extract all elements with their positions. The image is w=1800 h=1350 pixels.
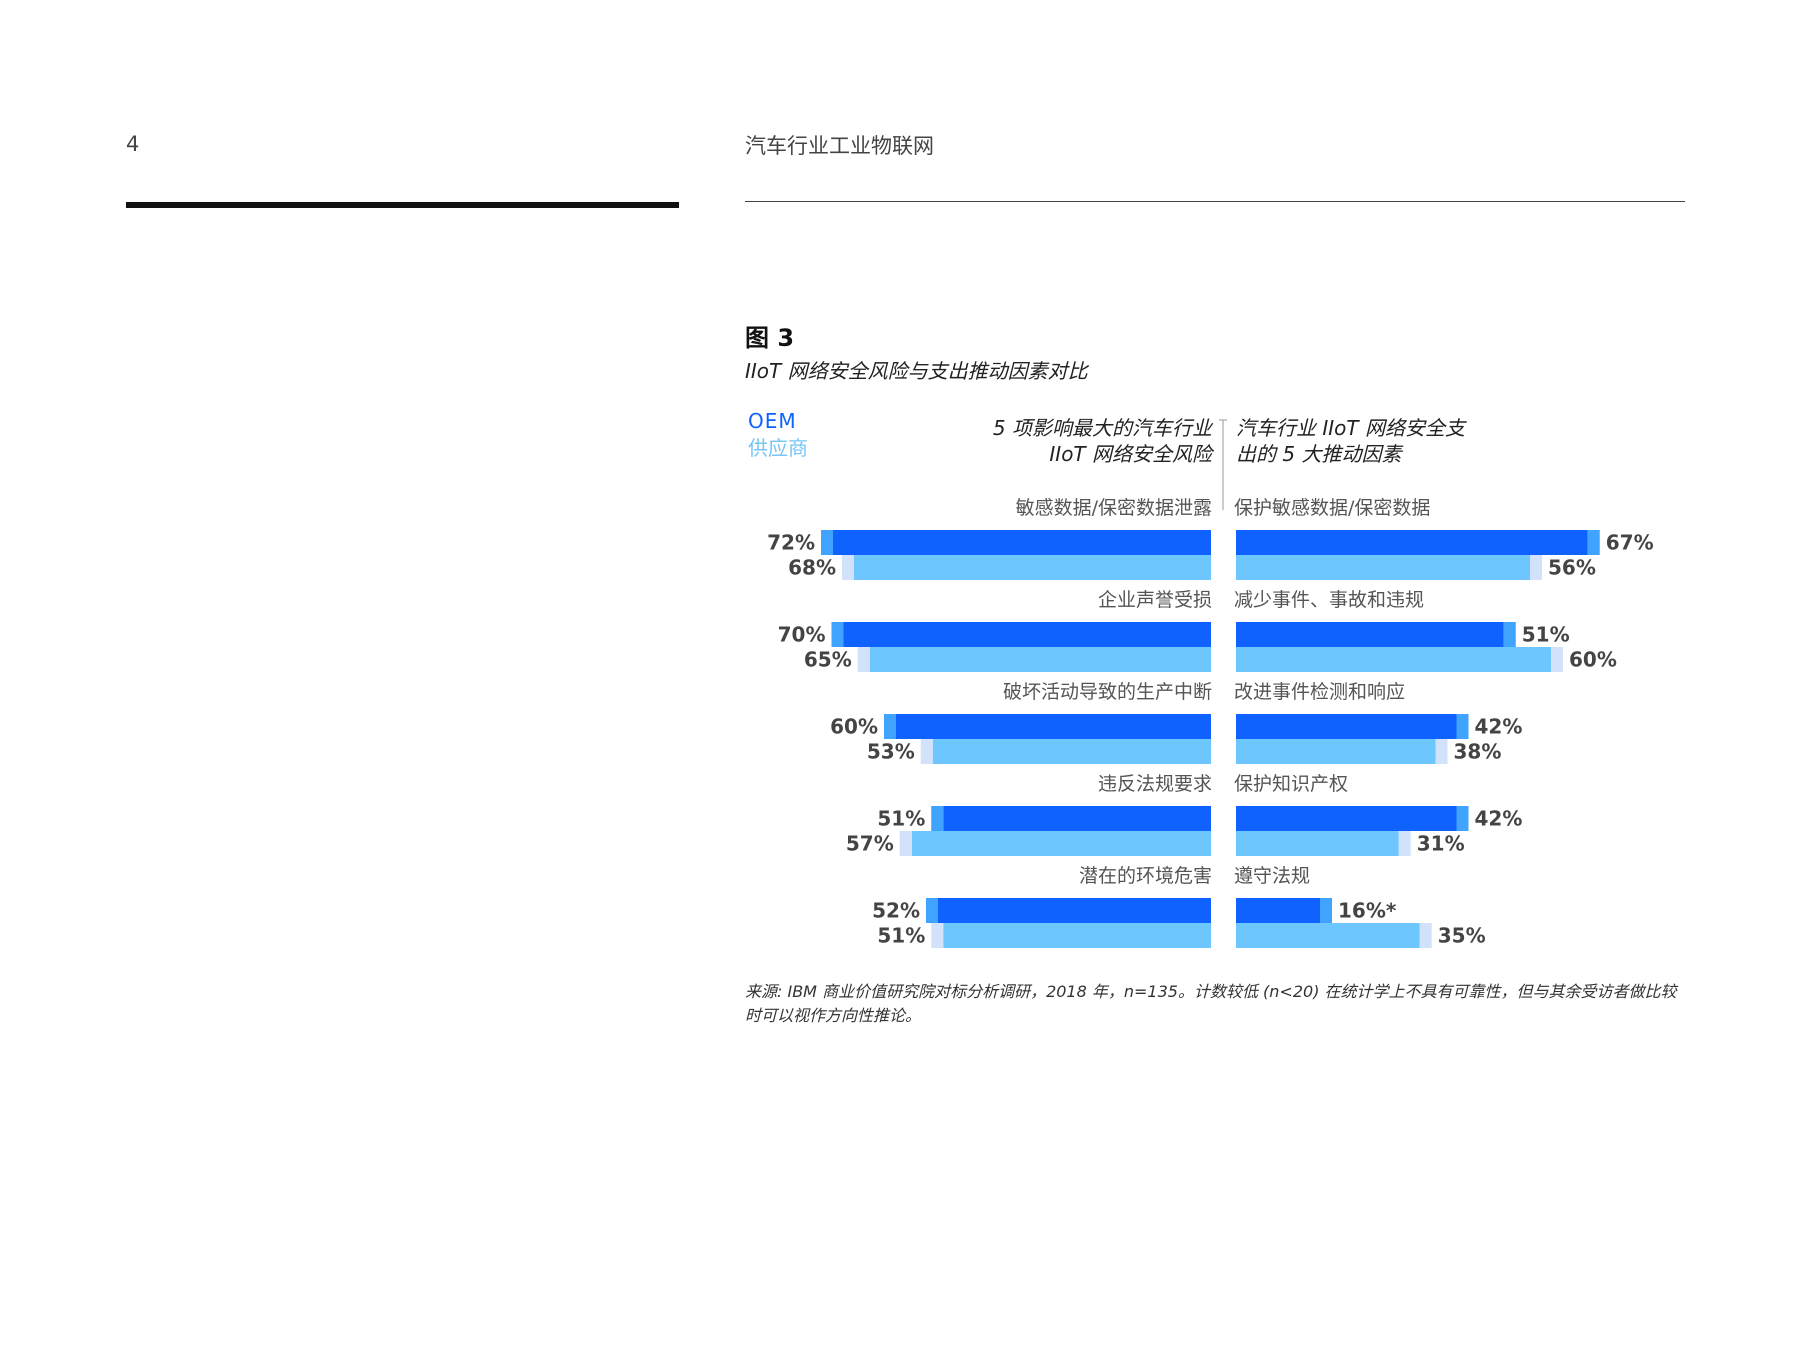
left-value-label: 68% xyxy=(788,556,836,580)
left-value-label: 51% xyxy=(877,924,925,948)
left-bar-supplier xyxy=(869,647,1211,672)
right-bar-oem xyxy=(1236,806,1457,831)
right-bar-tip-oem xyxy=(1456,714,1469,739)
right-value-label: 38% xyxy=(1454,740,1502,764)
left-value-label: 57% xyxy=(846,832,894,856)
right-bar-supplier xyxy=(1236,739,1436,764)
diverging-bar-chart: OEM 供应商 5 项影响最大的汽车行业 IIoT 网络安全风险 汽车行业 II… xyxy=(748,409,1654,948)
left-bar-tip-supplier xyxy=(899,831,912,856)
left-bar-tip-oem xyxy=(926,898,938,923)
legend-oem: OEM xyxy=(748,409,797,433)
left-value-label: 72% xyxy=(767,531,815,555)
right-bar-supplier xyxy=(1236,555,1530,580)
figure-title: IIoT 网络安全风险与支出推动因素对比 xyxy=(745,359,1088,383)
left-bar-tip-supplier xyxy=(857,647,870,672)
left-category-label: 潜在的环境危害 xyxy=(1079,865,1212,887)
right-value-label: 16%* xyxy=(1338,899,1397,923)
right-bar-oem xyxy=(1236,530,1588,555)
right-category-label: 保护敏感数据/保密数据 xyxy=(1234,497,1430,519)
right-bar-tip-oem xyxy=(1320,898,1332,923)
left-value-label: 60% xyxy=(830,715,878,739)
left-value-label: 52% xyxy=(872,899,920,923)
right-category-label: 减少事件、事故和违规 xyxy=(1234,589,1424,611)
left-panel-heading-line1: 5 项影响最大的汽车行业 xyxy=(993,416,1214,440)
left-bar-oem xyxy=(896,714,1211,739)
right-bar-tip-supplier xyxy=(1398,831,1411,856)
left-panel-heading-line2: IIoT 网络安全风险 xyxy=(1049,442,1215,466)
left-value-label: 51% xyxy=(877,807,925,831)
right-bar-tip-supplier xyxy=(1530,555,1542,580)
left-bar-tip-oem xyxy=(884,714,896,739)
left-bar-tip-supplier xyxy=(931,923,944,948)
right-value-label: 51% xyxy=(1522,623,1570,647)
left-value-label: 70% xyxy=(778,623,826,647)
left-category-label: 企业声誉受损 xyxy=(1098,589,1212,611)
left-value-label: 53% xyxy=(867,740,915,764)
figure-source-note: 来源: IBM 商业价值研究院对标分析调研，2018 年，n=135。计数较低 … xyxy=(745,982,1677,1025)
left-bar-tip-oem xyxy=(931,806,944,831)
right-value-label: 42% xyxy=(1475,807,1523,831)
left-category-label: 违反法规要求 xyxy=(1098,773,1212,795)
left-bar-tip-oem xyxy=(821,530,833,555)
right-bar-tip-supplier xyxy=(1551,647,1563,672)
right-category-label: 保护知识产权 xyxy=(1234,773,1348,795)
running-head: 汽车行业工业物联网 xyxy=(745,134,934,158)
right-bar-supplier xyxy=(1236,647,1551,672)
right-value-label: 31% xyxy=(1417,832,1465,856)
right-value-label: 67% xyxy=(1606,531,1654,555)
header-rule-right xyxy=(745,201,1685,202)
figure-label: 图 3 xyxy=(745,324,795,352)
right-bar-tip-oem xyxy=(1587,530,1600,555)
right-bar-tip-supplier xyxy=(1419,923,1432,948)
right-value-label: 60% xyxy=(1569,648,1617,672)
right-value-label: 42% xyxy=(1475,715,1523,739)
header-rule-left xyxy=(126,202,679,208)
left-category-label: 敏感数据/保密数据泄露 xyxy=(1016,497,1212,519)
left-bar-oem xyxy=(843,622,1211,647)
left-bar-supplier xyxy=(943,923,1211,948)
right-bar-tip-supplier xyxy=(1435,739,1448,764)
right-value-label: 35% xyxy=(1438,924,1486,948)
left-category-label: 破坏活动导致的生产中断 xyxy=(1003,681,1212,703)
right-bar-oem xyxy=(1236,714,1457,739)
right-bar-oem xyxy=(1236,898,1320,923)
right-bar-oem xyxy=(1236,622,1504,647)
left-bar-oem xyxy=(938,898,1211,923)
page-number: 4 xyxy=(126,132,140,156)
right-bar-tip-oem xyxy=(1456,806,1469,831)
left-bar-oem xyxy=(833,530,1211,555)
right-value-label: 56% xyxy=(1548,556,1596,580)
left-bar-tip-supplier xyxy=(842,555,854,580)
right-bar-supplier xyxy=(1236,923,1420,948)
right-bar-tip-oem xyxy=(1503,622,1516,647)
right-category-label: 遵守法规 xyxy=(1234,865,1310,887)
right-category-label: 改进事件检测和响应 xyxy=(1234,681,1405,703)
right-bar-supplier xyxy=(1236,831,1399,856)
left-bar-supplier xyxy=(932,739,1211,764)
left-bar-supplier xyxy=(911,831,1211,856)
left-value-label: 65% xyxy=(804,648,852,672)
legend-supplier: 供应商 xyxy=(748,436,808,460)
right-panel-heading-line2: 出的 5 大推动因素 xyxy=(1236,442,1403,466)
bar-groups: 敏感数据/保密数据泄露 72%68% 企业声誉受损 70%65% 破坏活动导致的生产中断… xyxy=(767,497,1654,948)
right-panel-heading-line1: 汽车行业 IIoT 网络安全支 xyxy=(1236,416,1467,440)
left-bar-supplier xyxy=(854,555,1211,580)
left-bar-tip-supplier xyxy=(920,739,933,764)
left-bar-tip-oem xyxy=(831,622,844,647)
left-bar-oem xyxy=(943,806,1211,831)
